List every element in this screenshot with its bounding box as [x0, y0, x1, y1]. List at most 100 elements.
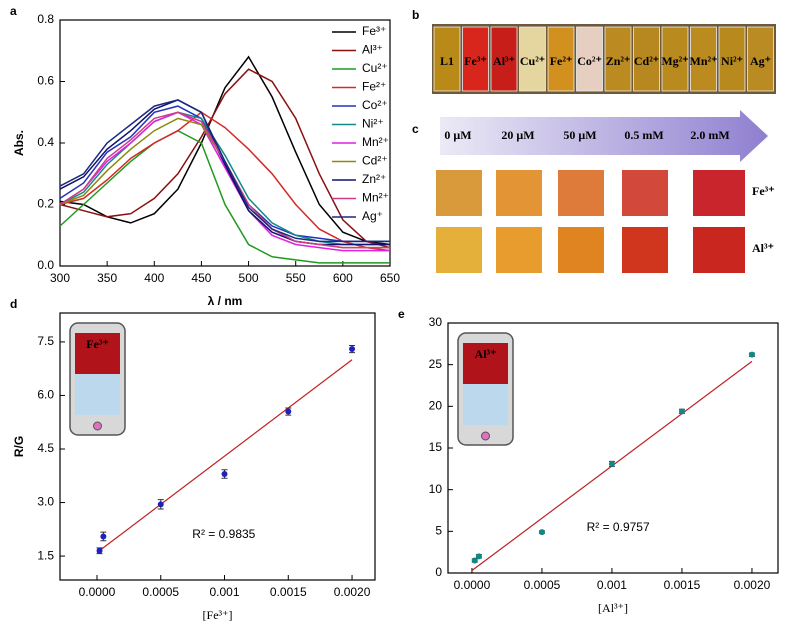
x-tick-label: 0.0015: [270, 585, 307, 599]
legend-label: Cu²⁺: [362, 61, 388, 75]
test-strip: [558, 227, 604, 273]
vial: [690, 26, 717, 92]
concentration-label: 2.0 mM: [690, 128, 729, 142]
test-strip: [622, 170, 668, 216]
data-point: [538, 529, 545, 536]
vial-label: Mg²⁺: [661, 54, 688, 68]
data-point: [475, 553, 482, 560]
spectrum-line: [59, 111, 390, 246]
phone-screen-top: [75, 333, 120, 374]
data-point: [96, 547, 103, 554]
r-squared: R² = 0.9835: [192, 527, 255, 541]
legend-label: Ni²⁺: [362, 117, 384, 131]
x-tick-label: 350: [97, 271, 117, 285]
vial: [576, 26, 603, 92]
spectrum-line: [59, 111, 390, 252]
y-tick-label: 10: [429, 482, 443, 496]
spectrum-line: [59, 68, 391, 249]
test-strip: [693, 170, 745, 216]
vial-label: Cd²⁺: [634, 54, 659, 68]
y-tick-label: 7.5: [37, 334, 54, 348]
row-label: Fe³⁺: [752, 184, 775, 198]
y-tick-label: 30: [429, 315, 443, 329]
vial: [547, 26, 575, 92]
vial-label: L1: [440, 54, 454, 68]
legend-label: Al³⁺: [362, 43, 383, 57]
y-axis-label: R/G: [12, 436, 26, 457]
test-strip: [558, 170, 604, 216]
x-axis-label: [Al³⁺]: [598, 601, 628, 615]
vial: [633, 26, 660, 92]
concentration-label: 20 μM: [501, 128, 534, 142]
x-tick-label: 0.0000: [79, 585, 116, 599]
concentration-label: 0 μM: [444, 128, 471, 142]
legend-label: Fe³⁺: [362, 24, 386, 38]
vial-label: Ni²⁺: [721, 54, 743, 68]
vial: [490, 26, 518, 92]
inset-label: Al³⁺: [475, 347, 497, 361]
phone-screen-top: [463, 343, 508, 384]
data-point: [608, 460, 615, 467]
vial: [433, 26, 461, 92]
vial: [519, 26, 546, 92]
x-tick-label: 0.0005: [142, 585, 179, 599]
vial: [718, 26, 746, 92]
x-tick-label: 0.001: [209, 585, 239, 599]
spectrum-line: [59, 55, 391, 246]
x-tick-label: 650: [380, 271, 400, 285]
x-tick-label: 450: [191, 271, 211, 285]
phone-screen-bottom: [75, 374, 120, 415]
vial-label: Al³⁺: [493, 54, 515, 68]
y-axis-label: Abs.: [12, 130, 26, 156]
spectrum-line: [59, 105, 390, 243]
vial-label: Ag⁺: [750, 54, 771, 68]
legend-label: Co²⁺: [362, 98, 388, 112]
x-tick-label: 600: [333, 271, 353, 285]
x-tick-label: 0.0015: [664, 578, 701, 592]
concentration-label: 50 μM: [563, 128, 596, 142]
y-tick-label: 1.5: [37, 548, 54, 562]
x-tick-label: 0.001: [597, 578, 627, 592]
inset-label: Fe³⁺: [86, 337, 109, 351]
data-point: [471, 557, 478, 564]
y-tick-label: 0.4: [37, 135, 54, 149]
panel-label: d: [10, 297, 17, 311]
plot-frame: [59, 312, 376, 581]
spectrum-line: [59, 129, 390, 264]
test-strip: [496, 227, 542, 273]
spectrum-line: [59, 117, 390, 249]
concentration-arrow: [440, 110, 768, 162]
vial: [462, 26, 489, 92]
data-point: [221, 470, 228, 477]
vial: [661, 26, 689, 92]
y-tick-label: 15: [429, 440, 443, 454]
data-point: [349, 346, 356, 353]
x-axis-label: [Fe³⁺]: [203, 608, 233, 622]
vial-label: Zn²⁺: [606, 54, 631, 68]
panel-label: e: [398, 307, 405, 321]
x-tick-label: 0.0020: [734, 578, 771, 592]
y-tick-label: 5: [435, 524, 442, 538]
x-axis-label: λ / nm: [208, 294, 243, 308]
y-tick-label: 6.0: [37, 388, 54, 402]
y-tick-label: 0.2: [37, 197, 54, 211]
test-strip: [436, 170, 482, 216]
data-point: [748, 351, 755, 358]
legend-label: Cd²⁺: [362, 154, 388, 168]
y-tick-label: 25: [429, 357, 443, 371]
test-strip: [693, 227, 745, 273]
x-tick-label: 550: [286, 271, 306, 285]
test-strip: [496, 170, 542, 216]
data-point: [678, 408, 685, 415]
y-tick-label: 0: [435, 565, 442, 579]
legend-label: Mn²⁺: [362, 135, 389, 149]
vial-label: Co²⁺: [577, 54, 602, 68]
data-point: [285, 408, 292, 415]
y-tick-label: 0.6: [37, 74, 54, 88]
x-tick-label: 0.0000: [454, 578, 491, 592]
y-tick-label: 0.0: [37, 258, 54, 272]
test-strip: [436, 227, 482, 273]
x-tick-label: 500: [239, 271, 259, 285]
x-tick-label: 300: [50, 271, 70, 285]
